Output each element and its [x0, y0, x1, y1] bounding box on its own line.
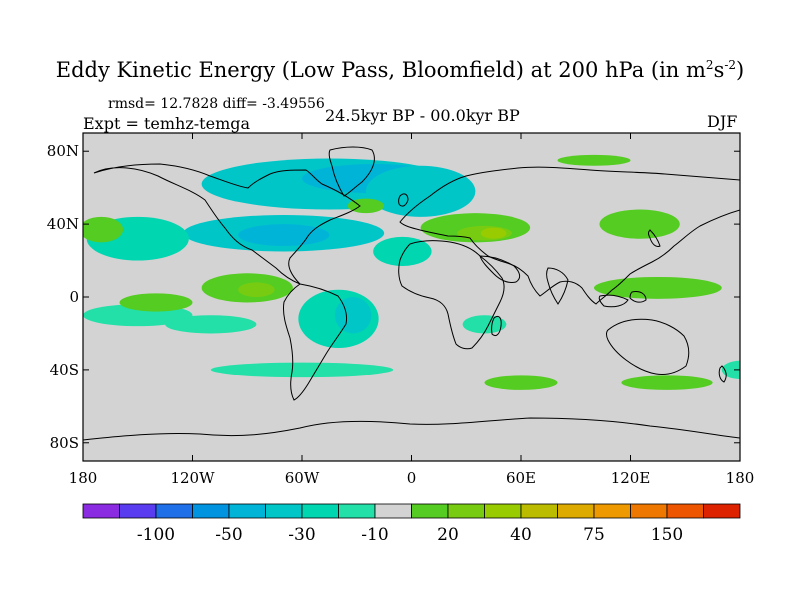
anomaly-region — [373, 236, 432, 267]
anomaly-region — [347, 198, 385, 214]
anomaly-region — [119, 293, 193, 312]
coastline-antarctica — [83, 417, 740, 441]
colorbar-label: -30 — [288, 525, 315, 545]
colorbar-label: 20 — [437, 525, 459, 545]
coastline-british-isles — [398, 193, 409, 207]
coastline-south-america — [283, 283, 347, 401]
lat-tick-label: 0 — [69, 288, 79, 306]
colorbar-swatch — [82, 503, 120, 519]
anomaly-region — [83, 216, 124, 243]
anomaly-region — [238, 224, 330, 246]
anomaly-regions — [83, 154, 740, 390]
colorbar-swatch — [593, 503, 631, 519]
experiment-label: Expt = temhz-temga — [83, 114, 251, 133]
anomaly-region — [365, 165, 476, 217]
colorbar-label: -100 — [137, 525, 175, 545]
lon-tick-label: 180 — [69, 469, 98, 487]
coastline-india — [546, 267, 569, 305]
lon-tick-label: 120E — [611, 469, 651, 487]
colorbar-swatch — [447, 503, 485, 519]
anomaly-region — [480, 227, 507, 239]
period-label: 24.5kyr BP - 00.0kyr BP — [325, 106, 520, 125]
colorbar — [82, 503, 741, 519]
colorbar-swatch — [703, 503, 741, 519]
lat-tick-label: 80N — [47, 142, 79, 160]
lat-tick-label: 40S — [50, 361, 79, 379]
colorbar-swatch — [484, 503, 522, 519]
colorbar-swatch — [301, 503, 339, 519]
colorbar-swatch — [192, 503, 230, 519]
lon-tick-label: 60W — [285, 469, 320, 487]
coastline-madagascar — [491, 315, 502, 337]
colorbar-swatch — [338, 503, 376, 519]
colorbar-labels: -100 -50 -30 -10 20 40 75 150 — [137, 525, 683, 545]
anomaly-region — [210, 362, 394, 378]
stats-label: rmsd= 12.7828 diff= -3.49556 — [108, 96, 325, 112]
anomaly-region — [462, 315, 507, 334]
coastline-arabia — [479, 255, 521, 283]
colorbar-swatch — [119, 503, 157, 519]
coastline-australia — [606, 318, 690, 375]
colorbar-label: 75 — [583, 525, 605, 545]
colorbar-swatch — [557, 503, 595, 519]
colorbar-swatch — [520, 503, 558, 519]
colorbar-swatch — [630, 503, 668, 519]
lat-tick-label: 80S — [50, 434, 79, 452]
colorbar-label: 150 — [651, 525, 683, 545]
anomaly-region — [621, 375, 713, 390]
lon-tick-label: 60E — [506, 469, 536, 487]
anomaly-region — [557, 154, 631, 166]
coastline-eurasia — [399, 166, 740, 305]
longitude-axis: 180 120W 60W 0 60E 120E 180 — [69, 133, 755, 487]
colorbar-label: -50 — [215, 525, 242, 545]
colorbar-swatch — [666, 503, 704, 519]
coastline-new-zealand — [718, 365, 727, 383]
coastlines — [83, 146, 740, 441]
colorbar-label: -10 — [361, 525, 388, 545]
latitude-axis: 80N 40N 0 40S 80S — [47, 142, 740, 452]
anomaly-region — [334, 297, 372, 334]
anomaly-region — [238, 282, 275, 298]
colorbar-swatch — [228, 503, 266, 519]
coastline-japan — [648, 229, 661, 247]
lon-tick-label: 0 — [407, 469, 417, 487]
coastline-indonesia — [598, 291, 647, 308]
plot-title: Eddy Kinetic Energy (Low Pass, Bloomfiel… — [55, 58, 745, 82]
lon-tick-label: 180 — [726, 469, 755, 487]
anomaly-region — [594, 276, 722, 299]
lat-tick-label: 40N — [47, 215, 79, 233]
colorbar-label: 40 — [510, 525, 532, 545]
anomaly-region — [484, 375, 558, 390]
coastline-greenland — [328, 146, 375, 197]
coastline-north-america — [93, 163, 361, 285]
colorbar-swatch — [374, 503, 412, 519]
lon-tick-label: 120W — [170, 469, 215, 487]
season-label: DJF — [707, 112, 738, 131]
colorbar-swatch — [265, 503, 303, 519]
anomaly-region — [165, 315, 257, 334]
colorbar-swatch — [155, 503, 193, 519]
anomaly-region — [599, 209, 680, 239]
colorbar-swatch — [411, 503, 449, 519]
